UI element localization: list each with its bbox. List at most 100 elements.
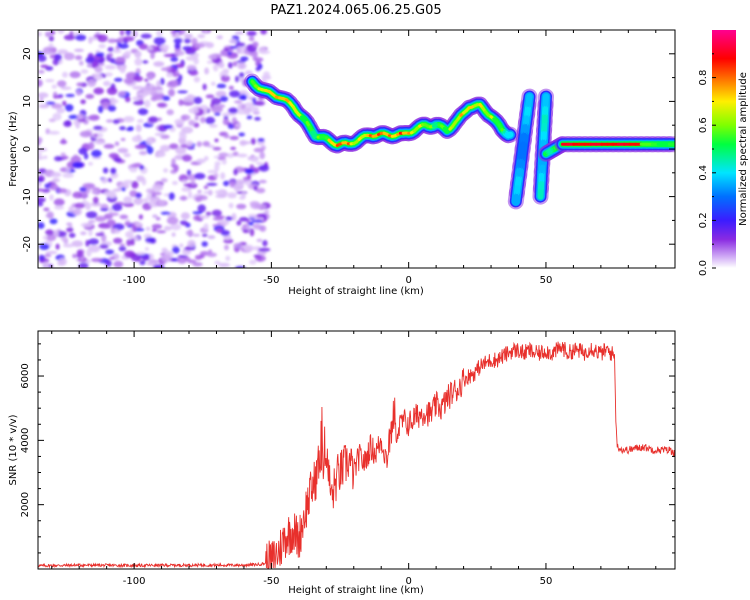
noise-blob: [238, 132, 245, 137]
snr-x-axis-label: Height of straight line (km): [288, 585, 424, 596]
noise-blob: [133, 75, 144, 82]
noise-blob: [106, 87, 118, 95]
noise-blob: [110, 167, 117, 175]
noise-blob: [249, 259, 257, 265]
noise-blob: [113, 237, 123, 244]
noise-blob: [194, 43, 206, 48]
noise-blob: [38, 152, 43, 156]
noise-blob: [68, 114, 80, 120]
noise-blob: [112, 49, 122, 54]
noise-blob: [246, 30, 257, 37]
noise-blob: [85, 94, 95, 99]
noise-blob: [101, 225, 112, 229]
noise-blob: [72, 209, 80, 215]
noise-blob: [208, 54, 218, 60]
noise-blob: [253, 185, 258, 191]
noise-blob: [114, 141, 120, 147]
colorbar-tick-label: 0.8: [698, 70, 709, 86]
noise-blob: [172, 246, 180, 254]
noise-blob: [145, 237, 155, 243]
noise-blob: [38, 202, 44, 207]
x-tick-label: 50: [540, 576, 553, 587]
noise-blob: [105, 119, 114, 123]
noise-blob: [168, 192, 175, 201]
noise-blob: [51, 103, 63, 109]
snr-ticks: -100 -50 0 50 2000 4000 6000: [20, 331, 675, 587]
noise-blob: [129, 190, 138, 198]
noise-blob: [177, 90, 189, 94]
aliased-segments: [507, 88, 571, 210]
noise-blob: [236, 153, 248, 158]
noise-blob: [235, 42, 246, 47]
noise-blob: [150, 51, 155, 60]
noise-blob: [83, 153, 89, 160]
noise-blob: [150, 96, 158, 102]
noise-blob: [214, 161, 221, 166]
noise-blob: [211, 209, 222, 217]
noise-blob: [123, 77, 135, 84]
noise-blob: [213, 173, 219, 178]
noise-blob: [201, 241, 208, 247]
noise-blob: [211, 81, 216, 86]
noise-blob: [254, 116, 261, 121]
noise-blob: [108, 256, 116, 260]
noise-blob: [228, 202, 234, 209]
noise-blob: [38, 70, 45, 74]
noise-blob: [88, 114, 100, 121]
noise-blob: [216, 215, 226, 219]
noise-blob: [187, 259, 197, 264]
noise-blob: [220, 230, 230, 236]
noise-blob: [206, 182, 218, 186]
noise-blob: [57, 188, 67, 194]
noise-blob: [133, 85, 141, 90]
noise-blob: [229, 90, 241, 98]
noise-blob: [72, 253, 77, 259]
y-tick-label: 4000: [20, 428, 31, 453]
noise-blob: [88, 141, 95, 150]
noise-blob: [69, 71, 81, 79]
noise-blob: [57, 49, 68, 55]
noise-blob: [104, 72, 113, 77]
noise-blob: [121, 187, 126, 192]
noise-blob: [223, 134, 230, 139]
noise-blob: [72, 191, 84, 199]
noise-blob: [170, 223, 182, 231]
noise-blob: [258, 179, 267, 184]
noise-blob: [136, 119, 144, 123]
noise-blob: [109, 57, 116, 64]
noise-blob: [197, 34, 206, 39]
noise-blob: [244, 102, 256, 107]
noise-blob: [144, 99, 151, 108]
noise-blob: [163, 124, 173, 129]
noise-blob: [256, 238, 263, 243]
noise-blob: [141, 256, 150, 261]
noise-blob: [146, 261, 158, 266]
noise-blob: [119, 65, 126, 74]
noise-blob: [53, 198, 65, 206]
noise-blob: [220, 172, 226, 180]
noise-blob: [123, 179, 134, 184]
noise-blob: [170, 57, 179, 62]
noise-blob: [259, 151, 266, 160]
noise-blob: [250, 157, 259, 163]
noise-blob: [132, 96, 143, 101]
noise-blob: [239, 90, 248, 95]
noise-blob: [66, 222, 73, 226]
noise-blob: [93, 73, 103, 81]
noise-blob: [103, 80, 111, 87]
noise-blob: [65, 166, 71, 174]
noise-blob: [214, 112, 221, 116]
noise-blob: [151, 223, 163, 230]
noise-blob: [68, 232, 76, 238]
noise-blob: [108, 191, 117, 199]
noise-blob: [239, 141, 252, 145]
aliased-segment-seg: [526, 95, 531, 107]
noise-blob: [139, 150, 148, 156]
noise-blob: [255, 161, 264, 166]
noise-blob: [188, 119, 196, 126]
noise-blob: [62, 100, 67, 106]
noise-blob: [182, 154, 192, 162]
noise-blob: [168, 88, 175, 97]
colorbar-ticks: 0.0 0.2 0.4 0.6 0.8: [698, 53, 716, 276]
noise-blob: [177, 255, 189, 258]
